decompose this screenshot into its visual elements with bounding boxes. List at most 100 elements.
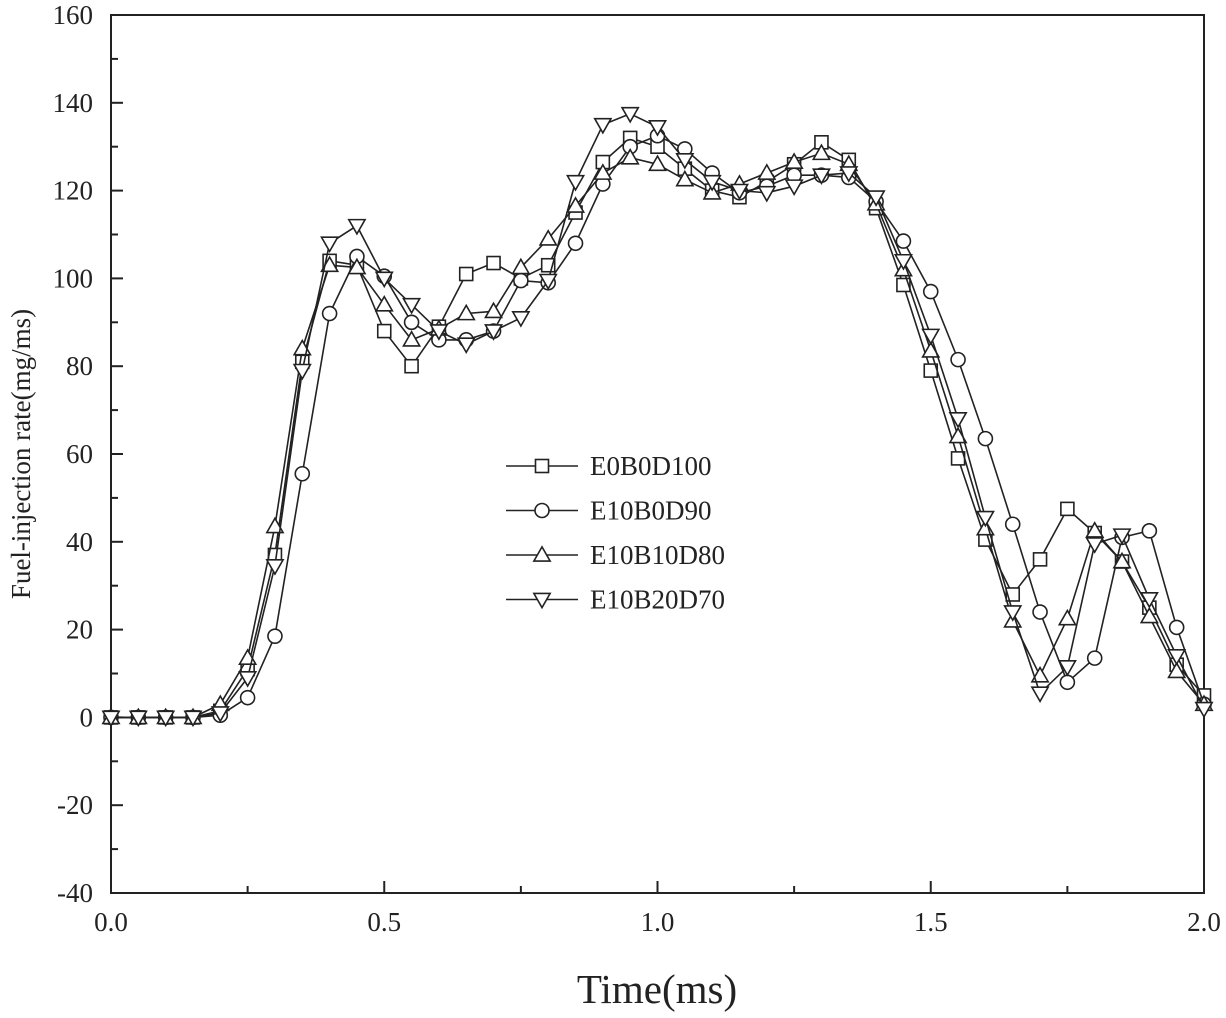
data-point bbox=[1057, 660, 1077, 677]
data-point bbox=[1059, 674, 1076, 691]
data-point bbox=[1112, 551, 1132, 569]
data-point bbox=[975, 510, 995, 528]
data-point bbox=[484, 301, 504, 319]
y-tick-label: 60 bbox=[66, 439, 93, 469]
data-point bbox=[429, 324, 449, 341]
data-point bbox=[484, 324, 504, 341]
series-E10B0D90 bbox=[103, 127, 1212, 726]
y-tick-label: 40 bbox=[66, 527, 93, 557]
data-point bbox=[866, 190, 886, 207]
data-point bbox=[294, 465, 311, 482]
data-point bbox=[593, 163, 613, 180]
legend-item: E10B0D90 bbox=[506, 496, 712, 526]
data-point bbox=[1194, 701, 1214, 719]
x-tick-label: 1.0 bbox=[641, 907, 675, 937]
data-point bbox=[403, 314, 420, 331]
data-point bbox=[922, 283, 939, 300]
data-point bbox=[374, 295, 394, 312]
data-point bbox=[128, 710, 148, 728]
data-point bbox=[404, 358, 419, 374]
data-point bbox=[757, 163, 777, 180]
data-point bbox=[1032, 552, 1048, 567]
data-point bbox=[1030, 686, 1050, 703]
data-point bbox=[1168, 619, 1185, 636]
data-point bbox=[977, 430, 994, 447]
y-axis: -40 -20 0 20 40 60 80 100 120 140 160 bbox=[53, 0, 123, 908]
x-tick-label: 2.0 bbox=[1187, 907, 1221, 937]
data-point bbox=[811, 168, 831, 185]
data-point bbox=[839, 166, 859, 183]
data-point bbox=[784, 152, 804, 169]
data-point bbox=[1004, 516, 1021, 533]
data-point bbox=[156, 710, 176, 728]
legend-marker bbox=[534, 458, 550, 474]
data-point bbox=[458, 266, 474, 282]
y-tick-label: 140 bbox=[53, 88, 94, 118]
data-point bbox=[1112, 528, 1132, 545]
data-point bbox=[1085, 537, 1105, 554]
data-point bbox=[376, 323, 392, 339]
data-point bbox=[647, 120, 668, 137]
data-point bbox=[675, 169, 695, 187]
legend-item: E10B20D70 bbox=[506, 585, 725, 615]
legend-item: E0B0D100 bbox=[506, 451, 712, 481]
data-point bbox=[921, 328, 941, 346]
legend-label: E10B0D90 bbox=[590, 496, 712, 526]
y-tick-label: 20 bbox=[66, 615, 93, 645]
data-point bbox=[538, 273, 558, 291]
legend-label: E10B10D80 bbox=[590, 540, 725, 570]
data-point bbox=[1060, 501, 1075, 517]
data-point bbox=[1005, 587, 1021, 602]
data-point bbox=[486, 255, 501, 271]
data-point bbox=[566, 196, 586, 213]
data-point bbox=[1139, 591, 1159, 609]
data-point bbox=[950, 351, 966, 368]
y-tick-label: -20 bbox=[57, 790, 93, 820]
data-point bbox=[567, 235, 584, 252]
data-point bbox=[292, 363, 312, 381]
data-point bbox=[757, 185, 777, 203]
data-point bbox=[347, 218, 367, 236]
y-tick-label: 120 bbox=[53, 176, 94, 206]
x-axis: 0.0 0.5 1.0 1.5 2.0 bbox=[94, 881, 1221, 937]
y-tick-label: 160 bbox=[53, 0, 94, 30]
data-point bbox=[1030, 665, 1050, 683]
y-axis-title: Fuel-injection rate(mg/ms) bbox=[6, 309, 36, 599]
data-point bbox=[729, 183, 749, 201]
data-point bbox=[1141, 523, 1158, 539]
series-E10B20D70 bbox=[101, 106, 1214, 728]
data-point bbox=[675, 152, 695, 170]
x-tick-label: 0.0 bbox=[94, 907, 128, 937]
y-tick-label: 80 bbox=[66, 351, 93, 381]
data-point bbox=[1167, 649, 1187, 666]
data-point bbox=[210, 706, 230, 723]
data-point bbox=[511, 257, 531, 275]
data-point bbox=[1057, 608, 1077, 626]
data-point bbox=[265, 559, 285, 576]
data-point bbox=[456, 337, 476, 354]
data-point bbox=[566, 174, 586, 192]
data-point bbox=[811, 143, 831, 161]
y-tick-label: 0 bbox=[80, 702, 94, 732]
data-point bbox=[402, 297, 422, 315]
x-tick-label: 1.5 bbox=[914, 907, 948, 937]
data-point bbox=[347, 257, 367, 275]
data-point bbox=[538, 229, 558, 246]
data-point bbox=[265, 516, 285, 534]
data-point bbox=[620, 147, 640, 165]
data-point bbox=[320, 236, 340, 254]
series-layer bbox=[101, 106, 1214, 728]
data-point bbox=[238, 670, 258, 688]
data-point bbox=[593, 117, 613, 135]
data-point bbox=[702, 183, 722, 200]
data-point bbox=[101, 710, 121, 728]
series-line bbox=[111, 112, 1205, 719]
data-point bbox=[620, 106, 640, 124]
data-point bbox=[374, 271, 394, 289]
data-point bbox=[1139, 606, 1159, 624]
data-point bbox=[702, 174, 722, 192]
legend-label: E10B20D70 bbox=[590, 585, 725, 615]
data-point bbox=[784, 179, 804, 196]
data-point bbox=[1003, 605, 1023, 622]
